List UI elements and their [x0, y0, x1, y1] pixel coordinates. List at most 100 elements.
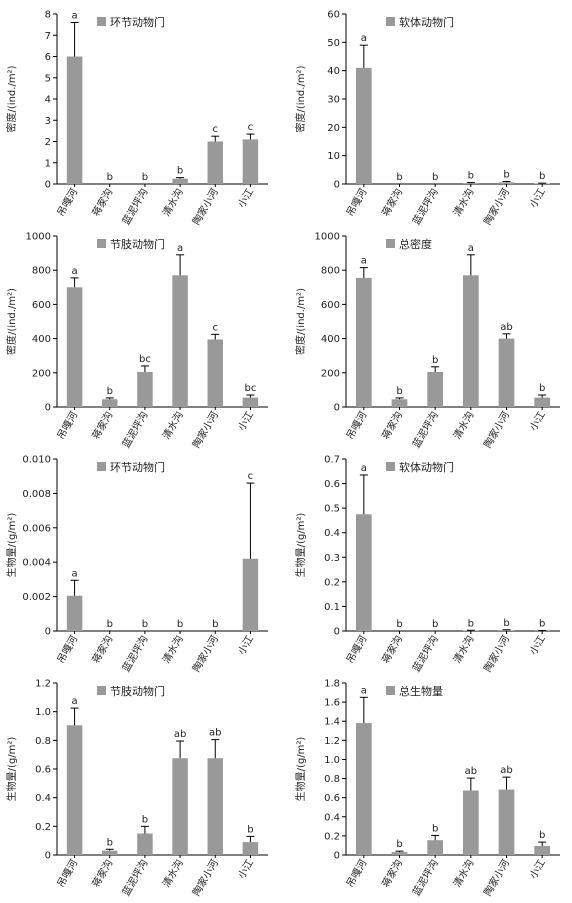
bar — [137, 371, 153, 407]
category-label: 清水沟 — [159, 409, 185, 441]
bar — [172, 178, 188, 184]
bar — [498, 630, 515, 631]
significance-label: b — [107, 837, 113, 848]
significance-label: ab — [500, 765, 512, 776]
category-label: 清水沟 — [159, 633, 185, 665]
significance-label: b — [396, 839, 402, 850]
y-tick-label: 1 — [45, 158, 51, 169]
bar — [427, 840, 444, 855]
significance-label: c — [213, 322, 219, 333]
y-tick-label: 600 — [32, 300, 51, 311]
legend-swatch — [386, 686, 395, 695]
y-tick-label: 0.8 — [324, 774, 340, 785]
bar — [207, 141, 223, 184]
category-label: 小江 — [236, 187, 256, 210]
chart-panel-8: 0 0.2 0.4 0.6 0.8 1.0 1.2 1.4 1.6 1.8 生物量/(g/m²) a 吊… — [294, 679, 560, 898]
legend-swatch — [97, 239, 106, 248]
category-label: 小江 — [527, 858, 547, 881]
significance-label: a — [72, 696, 78, 707]
y-tick-label: 1.4 — [324, 717, 340, 728]
significance-label: bc — [139, 354, 151, 365]
category-label: 小江 — [236, 410, 256, 433]
y-tick-label: 800 — [32, 266, 51, 277]
significance-label: b — [432, 172, 438, 183]
category-label: 吊嘎河 — [55, 187, 80, 219]
significance-label: b — [177, 166, 183, 177]
bar — [462, 275, 479, 407]
y-tick-label: 0.1 — [324, 602, 340, 613]
y-tick-label: 40 — [327, 66, 340, 77]
y-tick-label: 0.2 — [324, 831, 340, 842]
y-axis-label: 密度/(ind./m²) — [5, 288, 18, 355]
bar — [242, 397, 259, 407]
category-label: 蒋家沟 — [379, 633, 405, 665]
category-label: 吊嘎河 — [55, 410, 80, 442]
bar — [462, 183, 479, 184]
category-label: 吊嘎河 — [344, 187, 369, 219]
significance-label: b — [539, 171, 545, 182]
y-tick-label: 0 — [45, 180, 51, 191]
significance-label: ab — [500, 322, 512, 333]
significance-label: b — [539, 830, 545, 841]
y-axis-label: 生物量/(g/m²) — [294, 513, 307, 578]
y-tick-label: 0.2 — [324, 577, 340, 588]
category-label: 蒋家沟 — [89, 186, 115, 218]
significance-label: b — [396, 172, 402, 183]
bar — [534, 845, 551, 855]
y-tick-label: 0.6 — [324, 793, 340, 804]
bar — [462, 790, 479, 855]
chart-panel-7: 0 0.2 0.4 0.6 0.8 1.0 1.2 生物量/(g/m²) a 吊嘎河 b 蒋家沟 b 蓝泥… — [5, 679, 268, 898]
y-tick-label: 1.0 — [324, 755, 340, 766]
y-tick-label: 1.2 — [35, 679, 51, 690]
category-label: 蒋家沟 — [89, 409, 115, 441]
bar — [242, 842, 259, 855]
bar — [207, 339, 223, 407]
legend-label: 节肢动物门 — [110, 684, 165, 698]
chart-panel-5: 0 0.002 0.004 0.006 0.008 0.010 生物量/(g/m²) a 吊嘎河… — [5, 455, 268, 674]
category-label: 陶家小河 — [190, 633, 221, 674]
significance-label: ab — [174, 729, 186, 740]
y-tick-label: 600 — [321, 300, 340, 311]
bar — [242, 139, 259, 184]
y-axis-label: 生物量/(g/m²) — [294, 737, 307, 802]
legend-label: 软体动物门 — [399, 460, 454, 474]
significance-label: b — [503, 169, 509, 180]
bar — [66, 56, 83, 184]
category-label: 陶家小河 — [190, 409, 221, 450]
category-label: 蓝泥坪沟 — [119, 409, 150, 450]
category-label: 吊嘎河 — [344, 634, 369, 666]
y-axis-label: 密度/(ind./m²) — [294, 65, 307, 132]
y-tick-label: 400 — [321, 334, 340, 345]
y-axis-label: 生物量/(g/m²) — [5, 513, 18, 578]
category-label: 清水沟 — [159, 186, 185, 218]
category-label: 陶家小河 — [481, 857, 512, 898]
bar — [498, 789, 515, 855]
y-tick-label: 0 — [334, 403, 340, 414]
bar — [391, 399, 408, 407]
category-label: 吊嘎河 — [55, 858, 80, 890]
bar — [355, 277, 372, 407]
legend-swatch — [386, 17, 395, 26]
y-tick-label: 0 — [45, 851, 51, 862]
bar — [66, 725, 83, 855]
significance-label: b — [142, 172, 148, 183]
category-label: 蓝泥坪沟 — [410, 633, 441, 674]
category-label: 蓝泥坪沟 — [410, 857, 441, 898]
significance-label: b — [142, 619, 148, 630]
category-label: 清水沟 — [450, 186, 476, 218]
significance-label: b — [107, 619, 113, 630]
legend-swatch — [386, 239, 395, 248]
significance-label: b — [107, 172, 113, 183]
category-label: 陶家小河 — [481, 409, 512, 450]
category-label: 清水沟 — [450, 857, 476, 889]
y-tick-label: 0.3 — [324, 553, 340, 564]
category-label: 陶家小河 — [481, 186, 512, 227]
significance-label: a — [72, 266, 78, 277]
y-tick-label: 0 — [45, 627, 51, 638]
significance-label: a — [361, 256, 367, 267]
bar — [242, 558, 259, 631]
legend-swatch — [97, 17, 106, 26]
y-tick-label: 0.4 — [35, 793, 51, 804]
y-tick-label: 0 — [334, 627, 340, 638]
category-label: 蒋家沟 — [89, 633, 115, 665]
